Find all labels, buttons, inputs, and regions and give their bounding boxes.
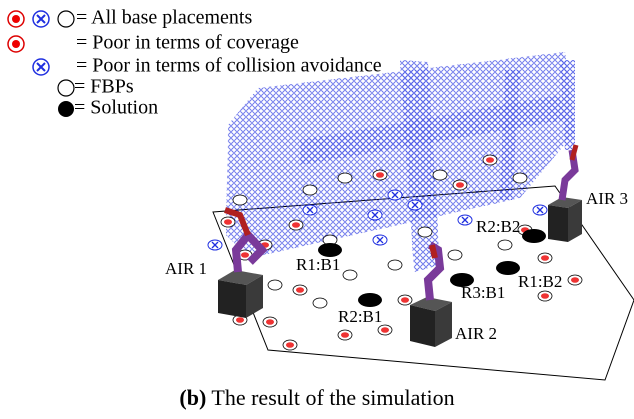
spot bbox=[401, 297, 409, 303]
spot bbox=[496, 261, 520, 275]
spot bbox=[498, 240, 512, 250]
legend-icons bbox=[8, 11, 74, 117]
spot bbox=[388, 260, 402, 270]
spot bbox=[268, 280, 282, 290]
spot bbox=[376, 172, 384, 178]
spot bbox=[236, 317, 244, 323]
spot bbox=[341, 332, 349, 338]
spot bbox=[224, 219, 232, 225]
legend-label: = All base placements bbox=[76, 7, 252, 29]
caption: (b) The result of the simulation bbox=[179, 385, 454, 410]
robot-label: AIR 1 bbox=[165, 259, 207, 278]
figure: = All base placements = Poor in terms of… bbox=[0, 0, 634, 419]
base-label: R2:B1 bbox=[338, 307, 382, 326]
spot bbox=[292, 222, 300, 228]
spot bbox=[286, 342, 294, 348]
base-label: R3:B1 bbox=[461, 283, 505, 302]
spot bbox=[541, 255, 549, 261]
spot bbox=[541, 293, 549, 299]
legend-label: = Poor in terms of coverage bbox=[76, 32, 299, 54]
legend-label: = Poor in terms of collision avoidance bbox=[76, 55, 382, 77]
spot bbox=[241, 252, 249, 258]
spot bbox=[571, 277, 579, 283]
spot bbox=[233, 195, 247, 205]
spot bbox=[418, 227, 432, 237]
legend-label: = Solution bbox=[74, 97, 158, 119]
spot bbox=[338, 173, 352, 183]
spot bbox=[433, 170, 447, 180]
spot bbox=[486, 157, 494, 163]
spot bbox=[448, 250, 462, 260]
base-label: R1:B2 bbox=[518, 272, 562, 291]
spot bbox=[456, 182, 464, 188]
spot bbox=[522, 229, 546, 243]
base-label: R2:B2 bbox=[476, 217, 520, 236]
spot bbox=[358, 293, 382, 307]
spot bbox=[313, 298, 327, 308]
spot bbox=[513, 173, 527, 183]
spot bbox=[343, 270, 357, 280]
spot bbox=[381, 327, 389, 333]
spot bbox=[303, 185, 317, 195]
robot-label: AIR 2 bbox=[455, 324, 497, 343]
spot bbox=[266, 319, 274, 325]
legend-label: = FBPs bbox=[74, 76, 134, 98]
caption-tag: (b) bbox=[179, 385, 206, 410]
base-label: R1:B1 bbox=[296, 255, 340, 274]
spot bbox=[296, 287, 304, 293]
caption-text: The result of the simulation bbox=[211, 385, 454, 410]
robot-label: AIR 3 bbox=[586, 189, 628, 208]
